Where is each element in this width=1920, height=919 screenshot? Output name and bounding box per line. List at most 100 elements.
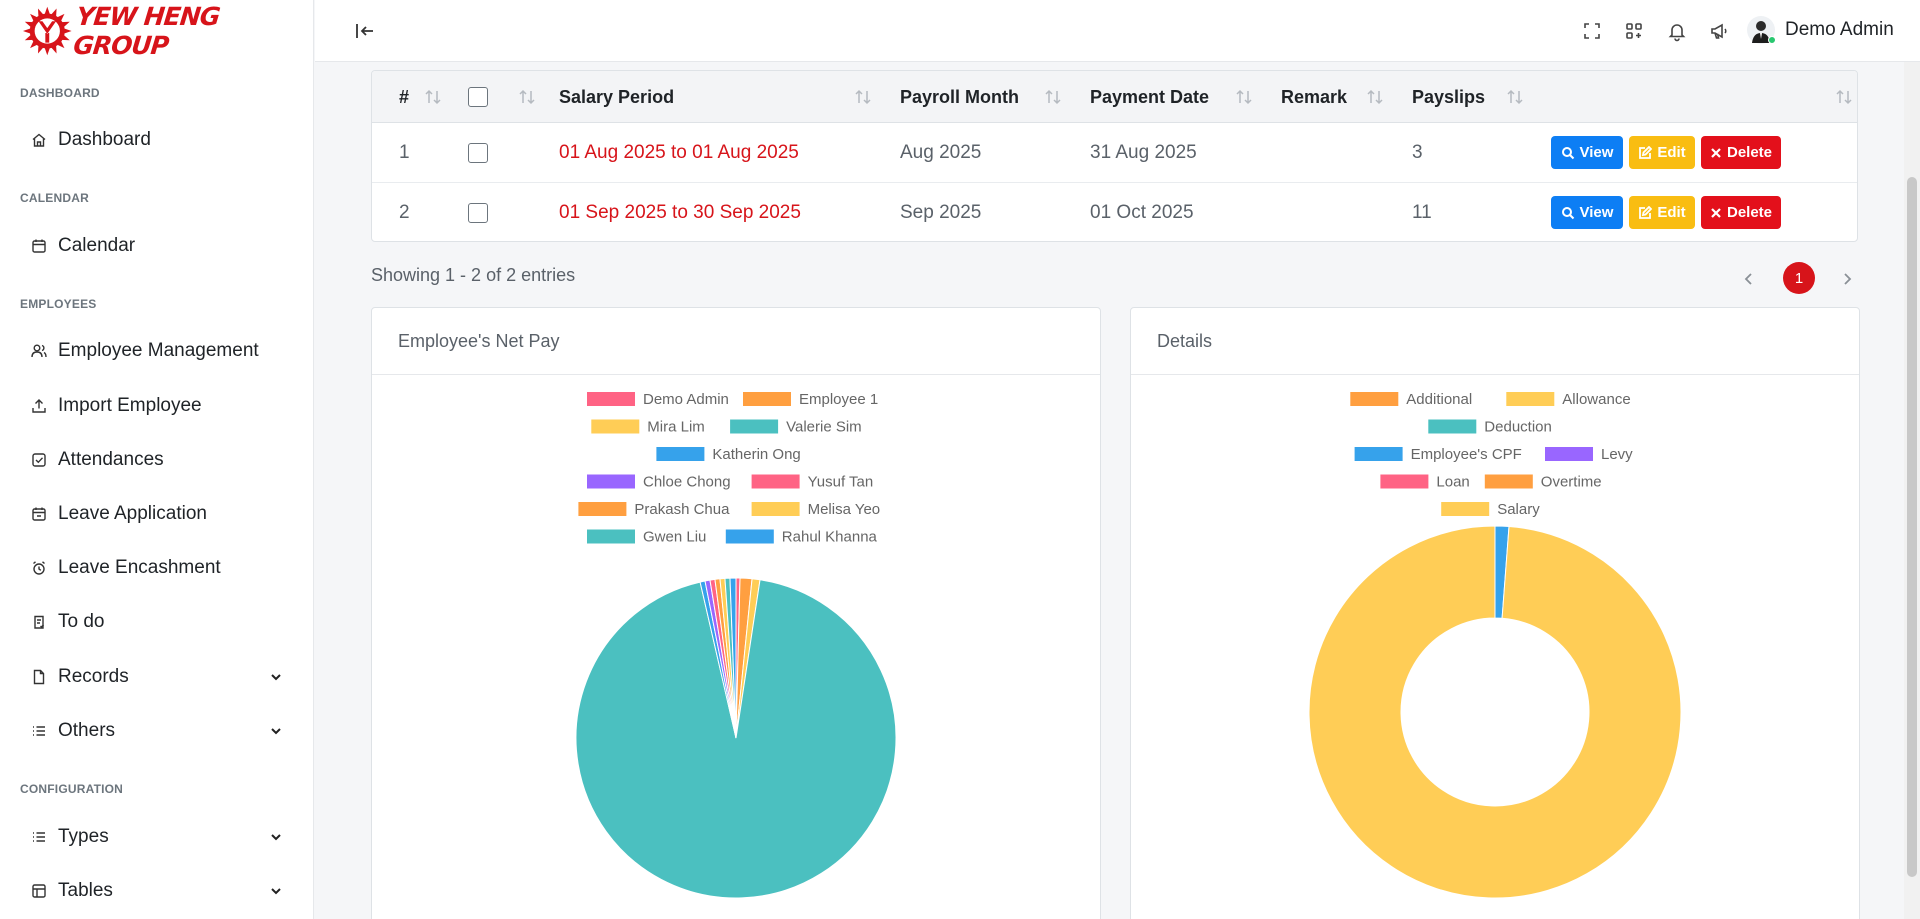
legend-label: Chloe Chong	[643, 474, 731, 491]
row-number: 2	[399, 202, 410, 223]
legend-swatch	[587, 392, 635, 406]
section-dashboard: DASHBOARD	[20, 86, 100, 100]
sort-icon[interactable]	[1365, 88, 1385, 106]
payslips-count: 11	[1412, 202, 1432, 223]
legend-swatch	[1354, 447, 1403, 461]
user-menu[interactable]: Demo Admin	[1747, 16, 1894, 44]
sidebar-item-label: Tables	[58, 880, 113, 901]
megaphone-icon[interactable]	[1708, 20, 1730, 42]
section-configuration: CONFIGURATION	[20, 782, 124, 796]
user-name: Demo Admin	[1785, 19, 1894, 40]
sort-icon[interactable]	[423, 88, 443, 106]
salary-period-link[interactable]: 01 Sep 2025 to 30 Sep 2025	[559, 202, 801, 223]
section-employees: EMPLOYEES	[20, 297, 97, 311]
sort-icon[interactable]	[517, 88, 537, 106]
brand-logo[interactable]: YEW HENG GROUP	[0, 0, 313, 62]
column-header-payroll-month[interactable]: Payroll Month	[900, 86, 1020, 107]
sidebar-item-employee-management[interactable]: Employee Management	[30, 331, 283, 371]
row-checkbox[interactable]	[468, 203, 488, 223]
column-header-number[interactable]: #	[399, 86, 410, 107]
sidebar-item-label: Leave Encashment	[58, 557, 221, 578]
delete-button[interactable]: Delete	[1701, 136, 1781, 169]
column-header-salary-period[interactable]: Salary Period	[559, 86, 675, 107]
legend-swatch	[656, 447, 705, 461]
row-checkbox[interactable]	[468, 143, 488, 163]
view-button-label: View	[1579, 204, 1614, 221]
sidebar-item-label: Records	[58, 666, 129, 687]
search-icon	[1561, 206, 1574, 219]
topbar: Demo Admin	[315, 0, 1920, 62]
close-icon	[1711, 147, 1721, 158]
sort-icon[interactable]	[1234, 88, 1254, 106]
delete-button[interactable]: Delete	[1701, 196, 1781, 229]
payslips-count: 3	[1412, 142, 1423, 163]
payroll-month: Aug 2025	[900, 142, 982, 163]
legend-swatch	[751, 474, 800, 489]
column-header-payslips[interactable]: Payslips	[1412, 86, 1486, 107]
apps-grid-icon[interactable]	[1623, 20, 1645, 42]
sidebar-item-import-employee[interactable]: Import Employee	[30, 386, 283, 426]
delete-button-label: Delete	[1726, 204, 1773, 221]
details-card: Details Additional Allowance Deduction Empl…	[1130, 307, 1860, 919]
sidebar-item-leave-encashment[interactable]: Leave Encashment	[30, 548, 283, 588]
sort-icon[interactable]	[853, 88, 873, 106]
sidebar-item-label: Types	[58, 826, 109, 847]
collapse-sidebar-icon[interactable]	[353, 20, 377, 42]
sidebar-item-attendances[interactable]: Attendances	[30, 440, 283, 480]
legend-label: Deduction	[1484, 419, 1552, 436]
brand-name: YEW HENG GROUP	[71, 2, 221, 60]
edit-icon	[1639, 205, 1653, 219]
bell-icon[interactable]	[1666, 20, 1688, 42]
legend-label: Levy	[1601, 446, 1633, 463]
table-header: # Salary Period Payroll Month Payment Da…	[372, 71, 1857, 123]
edit-button[interactable]: Edit	[1629, 196, 1695, 229]
legend-swatch	[725, 529, 774, 544]
legend-label: Prakash Chua	[634, 501, 730, 518]
table-row: 2 01 Sep 2025 to 30 Sep 2025 Sep 2025 01…	[372, 183, 1857, 241]
sidebar-item-todo[interactable]: To do	[30, 602, 283, 642]
salary-period-link[interactable]: 01 Aug 2025 to 01 Aug 2025	[559, 142, 799, 163]
pie-slice	[575, 579, 897, 899]
legend-label: Gwen Liu	[643, 529, 706, 546]
chevron-left-icon[interactable]	[1740, 270, 1758, 288]
page-button-current[interactable]: 1	[1783, 262, 1815, 294]
sidebar-item-label: Import Employee	[58, 395, 202, 416]
sort-icon[interactable]	[1834, 88, 1854, 106]
sidebar-item-types[interactable]: Types	[30, 817, 283, 857]
sidebar-item-dashboard[interactable]: Dashboard	[30, 120, 283, 160]
alarm-clock-icon	[30, 559, 48, 577]
legend-swatch	[587, 474, 635, 489]
view-button-label: View	[1579, 144, 1614, 161]
sidebar-item-records[interactable]: Records	[30, 657, 283, 697]
scrollbar-thumb[interactable]	[1907, 177, 1917, 877]
sidebar-item-calendar[interactable]: Calendar	[30, 226, 283, 266]
legend-swatch	[1380, 474, 1429, 489]
users-icon	[30, 342, 48, 360]
view-button[interactable]: View	[1551, 196, 1623, 229]
legend-swatch	[743, 392, 791, 406]
column-header-remark[interactable]: Remark	[1281, 86, 1348, 107]
select-all-checkbox[interactable]	[468, 87, 488, 107]
clipboard-icon	[30, 613, 48, 631]
row-checkbox-cell	[468, 123, 488, 183]
sidebar-item-others[interactable]: Others	[30, 711, 283, 751]
home-icon	[30, 131, 48, 149]
sidebar-item-label: Dashboard	[58, 129, 151, 150]
close-icon	[1711, 207, 1721, 218]
column-header-payment-date[interactable]: Payment Date	[1090, 86, 1210, 107]
file-icon	[30, 668, 48, 686]
page-scrollbar[interactable]	[1904, 62, 1920, 919]
sort-icon[interactable]	[1505, 88, 1525, 106]
view-button[interactable]: View	[1551, 136, 1623, 169]
sidebar-item-tables[interactable]: Tables	[30, 871, 283, 911]
chevron-right-icon[interactable]	[1838, 270, 1856, 288]
card-title: Details	[1131, 308, 1859, 375]
card-title: Employee's Net Pay	[372, 308, 1100, 375]
online-status-dot	[1768, 36, 1776, 44]
sidebar-item-leave-application[interactable]: Leave Application	[30, 494, 283, 534]
fullscreen-icon[interactable]	[1581, 20, 1603, 42]
legend-swatch	[1506, 392, 1555, 406]
edit-button[interactable]: Edit	[1629, 136, 1695, 169]
row-checkbox-cell	[468, 183, 488, 241]
sort-icon[interactable]	[1043, 88, 1063, 106]
